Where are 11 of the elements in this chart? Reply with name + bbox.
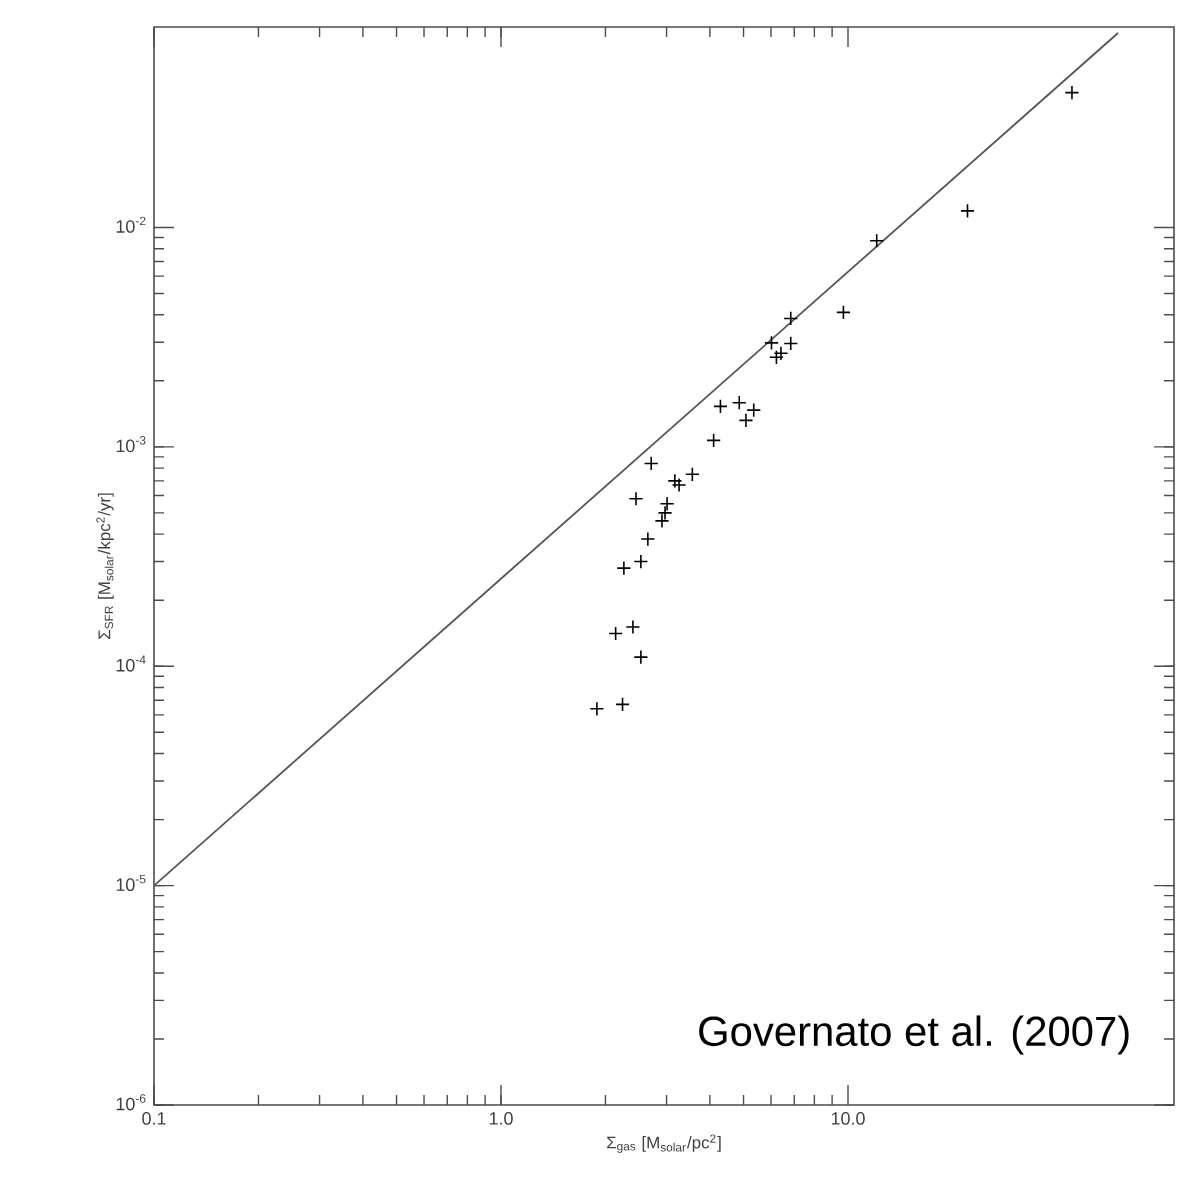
y-tick-label: 10$^{-5}$ [116, 874, 146, 892]
x-axis-title: Σ$_{gas}$ [M$_{solar}$/pc$^{2}$] [607, 1134, 721, 1153]
y-tick-label: 10$^{-4}$ [116, 655, 146, 672]
y-tick-label: 10$^{-2}$ [116, 216, 146, 233]
x-tick-label: 0.1 [142, 1112, 166, 1125]
y-axis-title: Σ$_{SFR}$ [M$_{solar}$/kpc$^{2}$/yr] [96, 493, 114, 639]
y-tick-label: 10$^{-6}$ [116, 1094, 146, 1111]
x-tick-label: 1.0 [489, 1112, 513, 1125]
x-tick-label: 10.0 [831, 1112, 865, 1125]
y-tick-label: 10$^{-3}$ [116, 436, 146, 453]
annotation: Governato et al. (2007) [699, 1015, 1129, 1055]
